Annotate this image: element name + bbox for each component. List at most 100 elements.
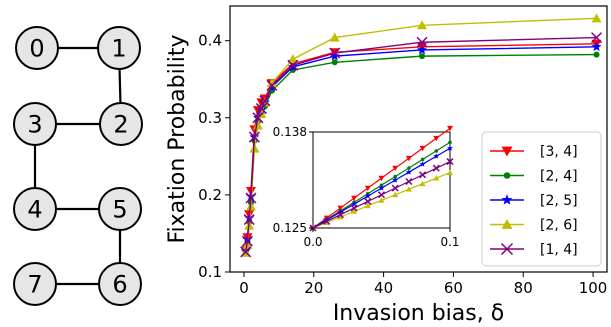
inset-data-point	[364, 192, 371, 199]
inset-data-point	[432, 164, 440, 172]
data-point	[252, 120, 263, 130]
graph-node-circle	[13, 187, 57, 231]
main-plot-frame	[229, 5, 608, 273]
graph-node-5: 5	[98, 187, 142, 231]
data-point	[418, 53, 425, 60]
inset-data-point	[337, 208, 344, 215]
main-chart: 0 20 40 60 80 100 0.1 0.2 0.3 0.4 Invasion bias,…	[165, 5, 608, 326]
inset-data-point	[323, 217, 331, 225]
inset-data-point	[446, 158, 454, 166]
inset-data-point	[405, 155, 412, 162]
graph-node-circle	[13, 102, 57, 146]
data-point	[329, 47, 341, 59]
data-point	[255, 103, 267, 115]
data-point	[245, 192, 257, 204]
legend-label: [3, 4]	[540, 144, 578, 160]
graph-node-7: 7	[13, 262, 57, 306]
legend-label: [2, 5]	[540, 193, 578, 209]
inset-data-point	[364, 202, 371, 209]
legend-label: [2, 6]	[540, 218, 578, 234]
inset-data-point	[419, 161, 426, 167]
data-point	[266, 79, 278, 91]
legend: [3, 4] [2, 4] [2, 5] [2, 6] [1, 4]	[481, 131, 602, 267]
graph-node-label: 1	[111, 35, 126, 63]
y-tick-label: 0.4	[198, 32, 222, 50]
inset-data-point	[351, 200, 358, 207]
inset-x-tick-label: 0.0	[303, 235, 322, 249]
graph-node-circle	[13, 262, 57, 306]
x-axis-label: Invasion bias, δ	[333, 301, 504, 326]
inset-data-point	[419, 180, 426, 187]
data-point	[329, 32, 340, 42]
legend-box	[481, 131, 602, 267]
y-tick-label: 0.2	[198, 186, 222, 204]
legend-label: [1, 4]	[540, 242, 578, 258]
x-tick-label: 40	[374, 279, 393, 297]
data-point	[591, 13, 602, 23]
x-tick-label: 80	[514, 279, 533, 297]
inset-data-point	[391, 184, 399, 192]
graph-node-circle	[99, 102, 143, 146]
inset-data-point	[351, 195, 358, 202]
graph-node-6: 6	[98, 262, 142, 306]
graph-node-0: 0	[15, 26, 59, 70]
series-4	[240, 32, 603, 258]
legend-marker	[501, 146, 513, 157]
legend-marker	[501, 219, 513, 229]
main-series	[240, 13, 603, 258]
data-point	[417, 44, 427, 55]
inset-data-point	[350, 204, 358, 212]
graph-node-circle	[98, 262, 142, 306]
data-point	[259, 95, 271, 107]
data-point	[241, 235, 253, 247]
inset-data-point	[419, 171, 427, 179]
inset-data-point	[405, 186, 412, 192]
inset-data-point	[337, 205, 344, 212]
graph-node-label: 3	[27, 111, 42, 139]
inset-x-tick-label: 0.1	[440, 235, 459, 249]
inset-data-point	[364, 185, 371, 192]
inset-data-point	[448, 140, 452, 145]
graph-node-circle	[15, 26, 59, 70]
data-point	[329, 50, 340, 61]
inset-data-point	[378, 197, 385, 203]
data-point	[287, 54, 298, 64]
data-point	[591, 41, 602, 52]
legend-entry-4: [1, 4]	[490, 242, 578, 258]
data-point	[240, 246, 252, 258]
inset-data-point	[407, 166, 411, 170]
inset-data-point	[447, 169, 453, 176]
inset-data-point	[447, 125, 453, 132]
inset-data-point	[337, 213, 344, 220]
x-tick-label: 60	[444, 279, 463, 297]
inset-data-point	[405, 169, 412, 175]
graph-node-label: 6	[112, 271, 127, 299]
inset-data-point	[377, 191, 386, 199]
inset-data-point	[336, 211, 344, 219]
inset-data-point	[378, 175, 385, 182]
inset-data-point	[364, 197, 372, 205]
inset-data-point	[405, 177, 413, 186]
legend-entry-0: [3, 4]	[490, 144, 578, 160]
data-point	[266, 78, 277, 88]
data-point	[243, 214, 255, 226]
data-point	[593, 51, 600, 58]
legend-entry-1: [2, 4]	[490, 169, 578, 185]
inset-data-point	[378, 184, 385, 191]
inset-y-tick-label: 0.138	[273, 125, 307, 139]
data-point	[252, 112, 264, 124]
inset-data-point	[433, 153, 440, 159]
inset-data-point	[351, 208, 358, 214]
graph-node-circle	[98, 187, 142, 231]
path-graph-diagram: 0 1 2 3 4 5 6 7	[13, 26, 143, 306]
y-tick-label: 0.1	[198, 263, 222, 281]
data-point	[590, 32, 603, 44]
graph-node-label: 5	[112, 196, 127, 224]
y-axis-ticks: 0.1 0.2 0.3 0.4	[198, 32, 230, 281]
inset-data-point	[419, 145, 426, 152]
legend-marker	[500, 242, 514, 256]
data-point	[287, 59, 299, 71]
legend-marker	[501, 194, 513, 205]
graph-node-3: 3	[13, 102, 57, 146]
